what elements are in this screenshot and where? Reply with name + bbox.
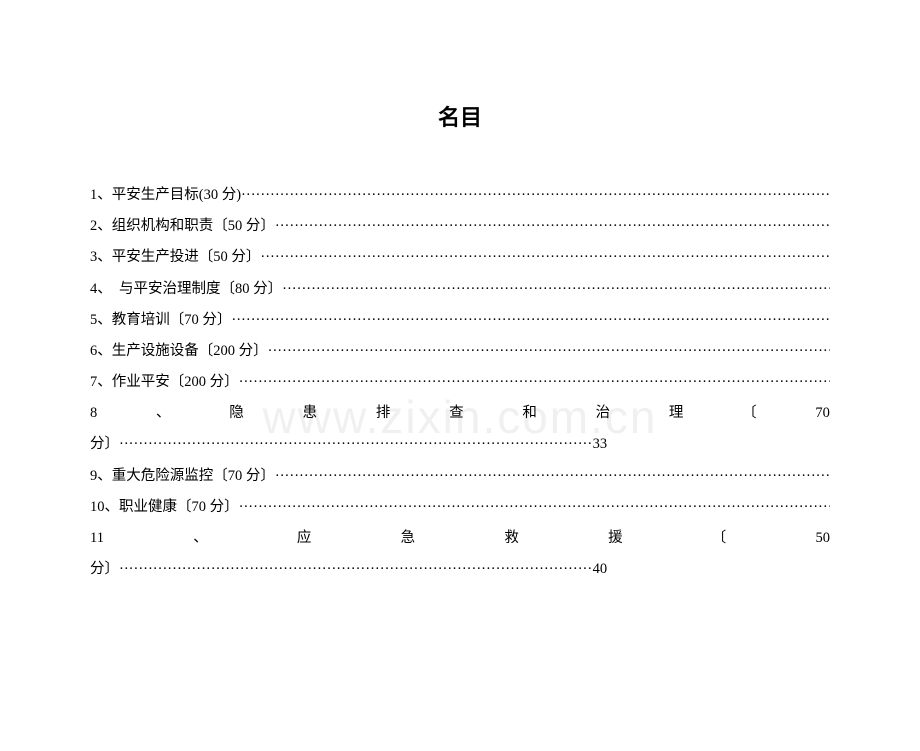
- toc-char: 应: [297, 523, 312, 554]
- toc-char: 、: [156, 398, 171, 429]
- toc-char: 、: [193, 523, 208, 554]
- toc-entry-justified: 11 、 应 急 救 援 〔 50: [90, 523, 830, 554]
- toc-char: 隐: [229, 398, 244, 429]
- toc-entry: 5、教育培训〔70 分〕····························…: [90, 305, 830, 336]
- toc-entry-label: 10、职业健康〔70 分〕: [90, 492, 239, 523]
- toc-char: 患: [303, 398, 318, 429]
- toc-leader-dots: ········································…: [239, 367, 830, 398]
- toc-leader-dots: ········································…: [275, 461, 830, 492]
- toc-leader-dots: ········································…: [268, 336, 830, 367]
- toc-entry-label: 5、教育培训〔70 分〕: [90, 305, 231, 336]
- toc-entry-label: 9、重大危险源监控〔70 分〕: [90, 461, 275, 492]
- toc-leader-dots: ········································…: [119, 554, 593, 585]
- toc-char: 排: [376, 398, 391, 429]
- toc-entry: 分〕······································…: [90, 554, 830, 585]
- toc-entry-label: 1、平安生产目标(30 分): [90, 180, 241, 211]
- toc-char: 援: [608, 523, 623, 554]
- toc-entry: 9、重大危险源监控〔70 分〕·························…: [90, 461, 830, 492]
- toc-entry-label: 3、平安生产投进〔50 分〕: [90, 242, 260, 273]
- toc-char: 70: [815, 398, 830, 429]
- toc-entry: 1、平安生产目标(30 分) ·························…: [90, 180, 830, 211]
- toc-char: 8: [90, 398, 97, 429]
- toc-char: 〔: [742, 398, 757, 429]
- toc-entry-label: 7、作业平安〔200 分〕: [90, 367, 239, 398]
- toc-char: 急: [401, 523, 416, 554]
- toc-leader-dots: ········································…: [231, 305, 830, 336]
- toc-page-number: 40: [593, 554, 608, 585]
- toc-leader-dots: ········································…: [260, 242, 830, 273]
- toc-char: 50: [816, 523, 831, 554]
- toc-entry-justified: 8 、 隐 患 排 查 和 治 理 〔 70: [90, 398, 830, 429]
- toc-leader-dots: ········································…: [275, 211, 830, 242]
- toc-entry-label: 4、 与平安治理制度〔80 分〕: [90, 274, 282, 305]
- toc-leader-dots: ········································…: [239, 492, 830, 523]
- toc-char: 和: [522, 398, 537, 429]
- toc-entry: 7、作业平安〔200 分〕···························…: [90, 367, 830, 398]
- toc-char: 〔: [712, 523, 727, 554]
- toc-page-number: 33: [593, 429, 608, 460]
- toc-entry: 3、平安生产投进〔50 分〕··························…: [90, 242, 830, 273]
- toc-leader-dots: ········································…: [119, 429, 593, 460]
- toc-char: 理: [669, 398, 684, 429]
- table-of-contents: 1、平安生产目标(30 分) ·························…: [90, 180, 830, 585]
- toc-char: 救: [504, 523, 519, 554]
- toc-entry: 6、生产设施设备〔200 分〕·························…: [90, 336, 830, 367]
- toc-entry-label: 2、组织机构和职责〔50 分〕: [90, 211, 275, 242]
- toc-entry-label: 6、生产设施设备〔200 分〕: [90, 336, 268, 367]
- toc-entry: 分〕······································…: [90, 429, 830, 460]
- toc-leader-dots: ········································…: [241, 180, 830, 211]
- page-title: 名目: [90, 100, 830, 132]
- toc-entry-label: 分〕: [90, 554, 119, 585]
- toc-entry-label: 分〕: [90, 429, 119, 460]
- toc-entry: 4、 与平安治理制度〔80 分〕························…: [90, 274, 830, 305]
- toc-entry: 10、职业健康〔70 分〕···························…: [90, 492, 830, 523]
- toc-char: 治: [596, 398, 611, 429]
- toc-char: 查: [449, 398, 464, 429]
- toc-leader-dots: ········································…: [282, 274, 830, 305]
- toc-entry: 2、组织机构和职责〔50 分〕·························…: [90, 211, 830, 242]
- toc-char: 11: [90, 523, 104, 554]
